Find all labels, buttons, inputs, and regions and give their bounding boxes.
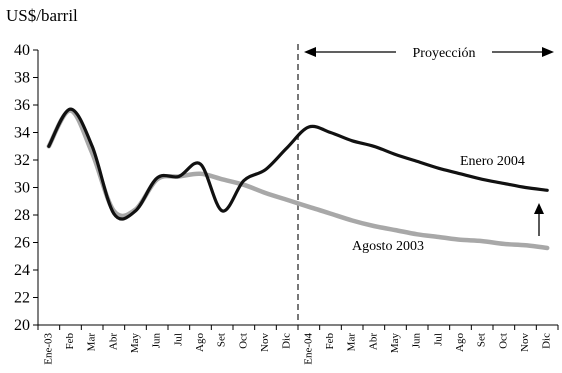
- x-tick-label: Ene-03: [42, 333, 54, 365]
- x-tick-label: May: [129, 333, 141, 354]
- x-tick-label: Jun: [151, 333, 163, 349]
- gap-arrowhead-up: [534, 203, 544, 214]
- x-tick-label: May: [389, 333, 401, 354]
- projection-label: Proyección: [413, 46, 476, 61]
- y-tick-label: 34: [14, 125, 30, 142]
- x-tick-label: Mar: [86, 333, 98, 352]
- series-line-enero-2004: [47, 107, 549, 221]
- y-tick-label: 24: [14, 262, 30, 279]
- y-tick-label: 20: [14, 317, 30, 334]
- series-label-agosto-2003: Agosto 2003: [352, 239, 424, 254]
- x-tick-label: Dic: [281, 333, 293, 349]
- x-tick-label: Nov: [519, 333, 531, 352]
- y-tick-label: 40: [14, 42, 30, 59]
- projection-arrowhead-left: [304, 47, 316, 57]
- x-tick-label: Oct: [497, 333, 509, 349]
- y-tick-label: 22: [14, 290, 30, 307]
- x-tick-label: Jul: [172, 333, 184, 346]
- x-tick-label: Ago: [454, 333, 466, 352]
- x-tick-label: Feb: [324, 333, 336, 350]
- x-tick-label: Jul: [432, 333, 444, 346]
- annotations: Proyección Enero 2004 Agosto 2003: [304, 46, 554, 254]
- x-tick-label: Abr: [367, 333, 379, 350]
- x-tick-label: Set: [216, 333, 228, 347]
- x-tick-label: Feb: [64, 333, 76, 350]
- x-tick-label: Set: [476, 333, 488, 347]
- x-tick-label: Nov: [259, 333, 271, 352]
- x-tick-label: Mar: [346, 333, 358, 352]
- y-tick-label: 26: [14, 235, 30, 252]
- projection-arrowhead-right: [542, 47, 554, 57]
- y-tick-label: 36: [14, 97, 30, 114]
- x-tick-label: Ago: [194, 333, 206, 352]
- y-axis: 20 22 24 26 28 30 32 34 36 38 40: [14, 42, 39, 334]
- x-tick-label: Dic: [541, 333, 553, 349]
- y-axis-title: US$/barril: [6, 6, 78, 25]
- x-axis: Ene-03 Feb Mar Abr May Jun Jul Ago Set Oct Nov Dic E…: [37, 324, 559, 365]
- y-tick-label: 32: [14, 152, 30, 169]
- y-tick-label: 38: [14, 70, 30, 87]
- series-group: [46, 107, 550, 251]
- series-label-enero-2004: Enero 2004: [460, 154, 525, 169]
- x-tick-label: Jun: [411, 333, 423, 349]
- x-tick-label: Abr: [107, 333, 119, 350]
- y-tick-label: 28: [14, 207, 30, 224]
- x-tick-label: Ene-04: [302, 333, 314, 365]
- y-tick-label: 30: [14, 180, 30, 197]
- x-tick-label: Oct: [237, 333, 249, 349]
